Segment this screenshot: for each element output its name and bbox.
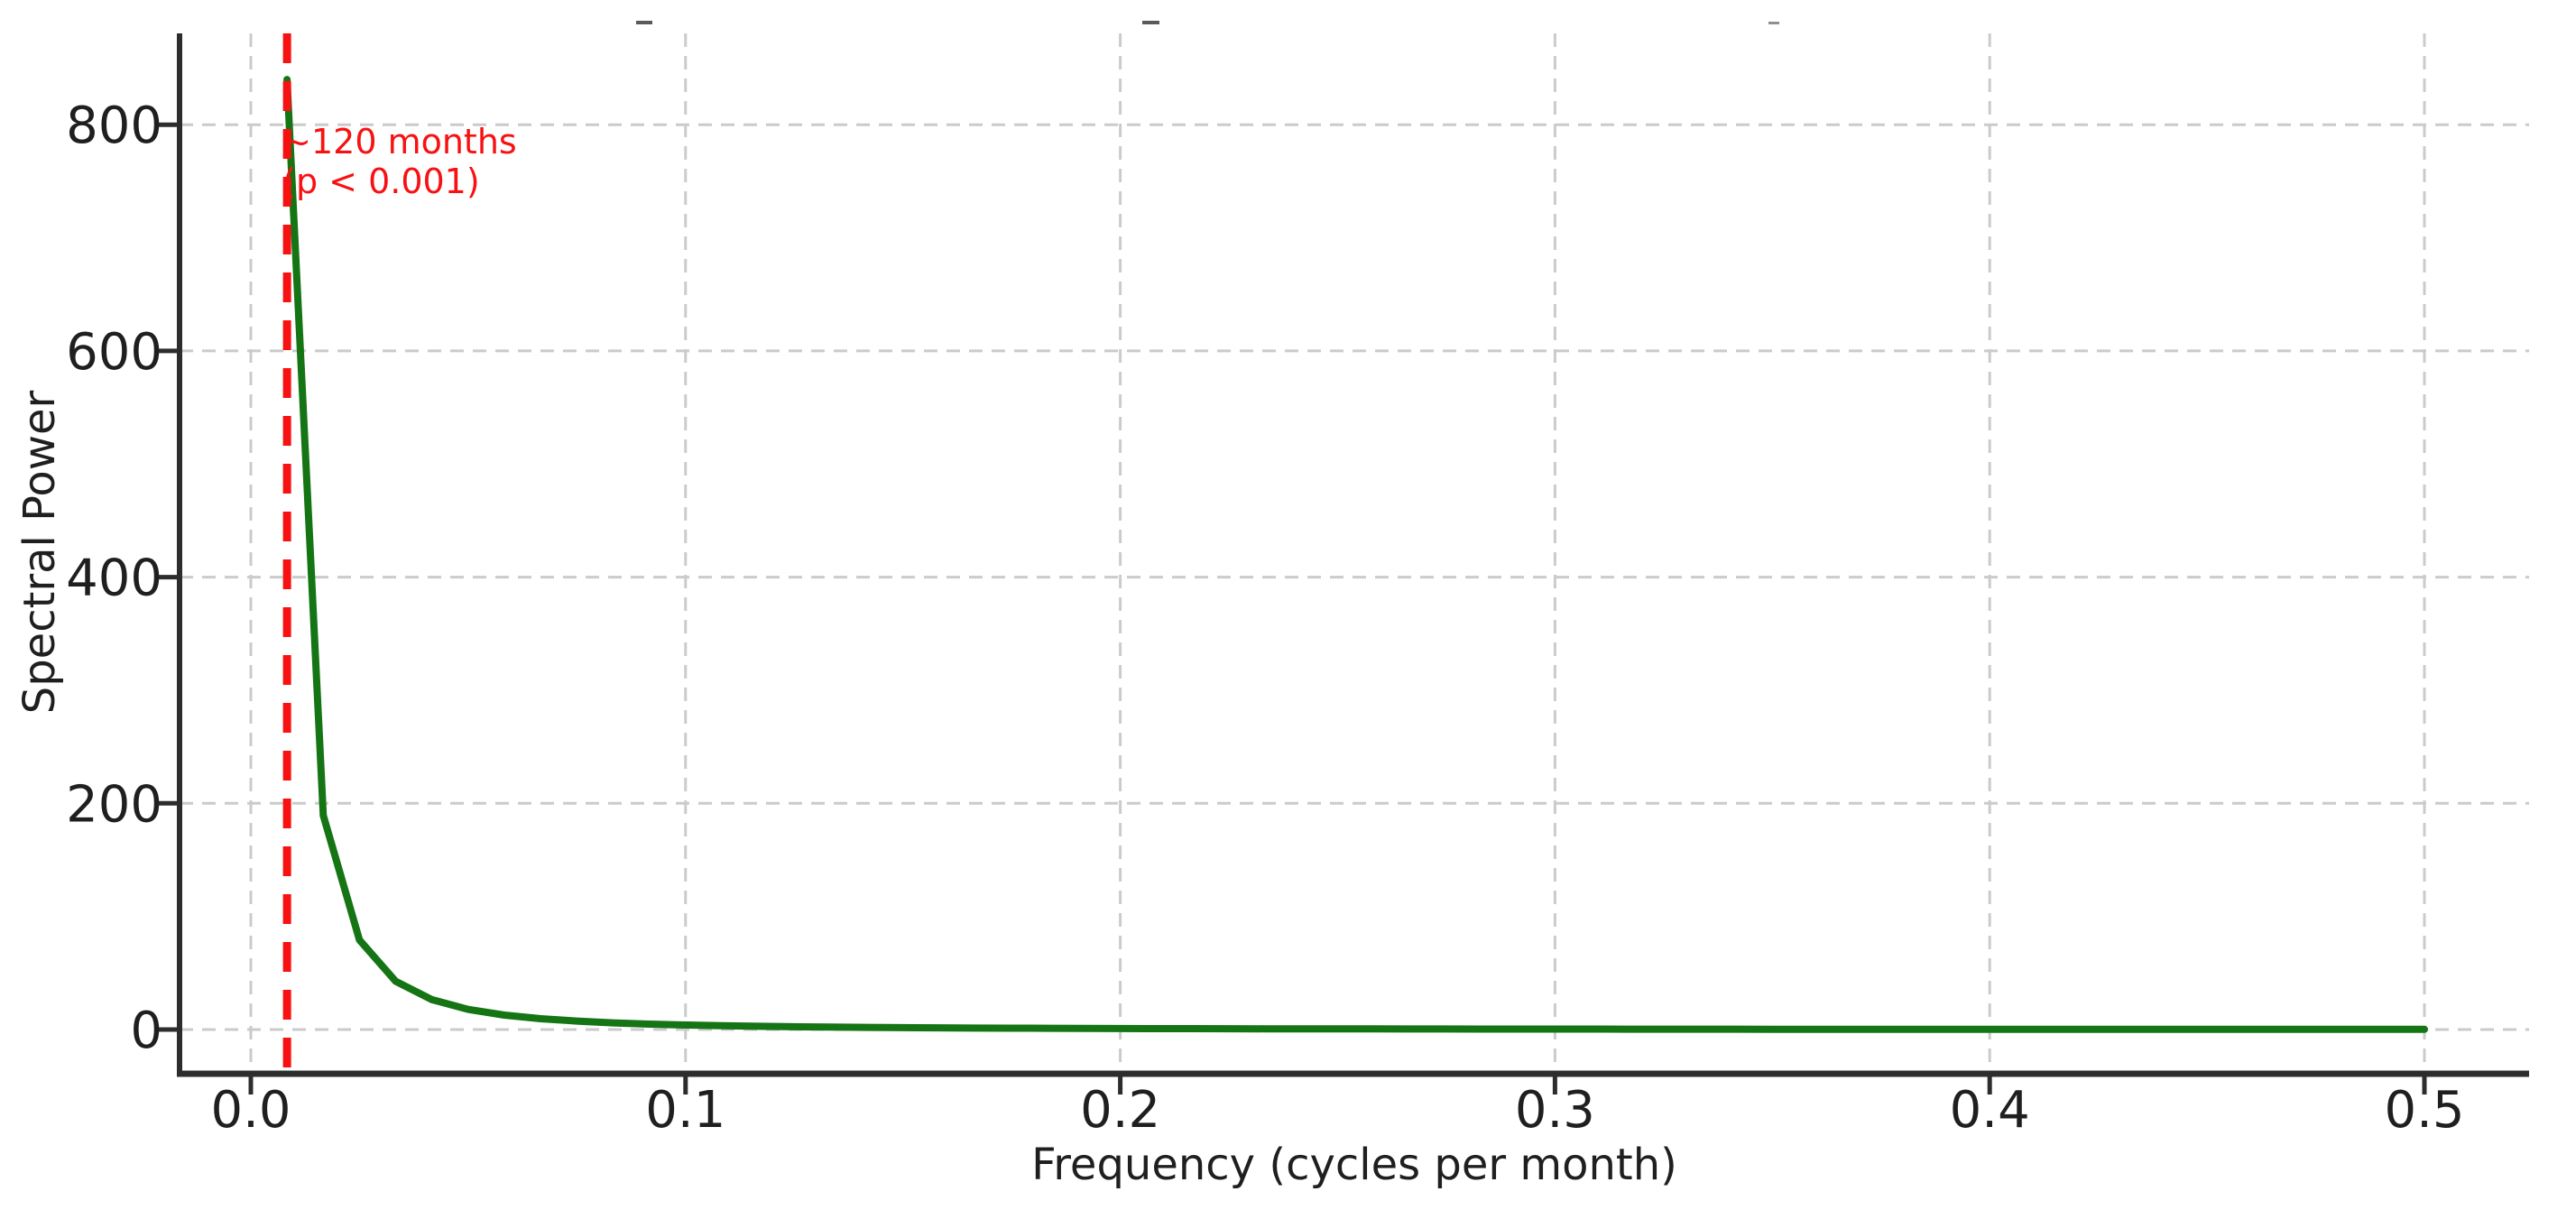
tick-marks [155, 122, 2427, 1095]
x-tick-label: 0.0 [210, 1081, 291, 1140]
cropped-text-artifact [1768, 22, 1779, 24]
y-tick-label: 800 [66, 97, 162, 155]
spectral-power-line [283, 76, 2428, 1033]
x-axis-label: Frequency (cycles per month) [1031, 1140, 1677, 1190]
peak-annotation: ~120 months (p < 0.001) [282, 122, 517, 201]
y-tick-label: 0 [130, 1002, 162, 1060]
cropped-text-artifact [636, 21, 652, 24]
annotation-line-2: (p < 0.001) [282, 162, 480, 201]
x-tick-label: 0.1 [645, 1081, 725, 1140]
y-axis-label: Spectral Power [14, 390, 65, 714]
axes-spines [177, 33, 2529, 1077]
tick-labels: 0.0 0.1 0.2 0.3 0.4 0.5 0 200 400 600 800 [66, 97, 2464, 1140]
cropped-text-artifacts [636, 21, 1779, 24]
cropped-text-artifact [1142, 21, 1159, 24]
gridlines [180, 33, 2529, 1074]
x-tick-label: 0.2 [1080, 1081, 1160, 1140]
annotation-line-1: ~120 months [282, 122, 517, 162]
y-tick-label: 600 [66, 323, 162, 382]
y-tick-label: 200 [66, 775, 162, 834]
x-tick-label: 0.4 [1950, 1081, 2030, 1140]
x-tick-label: 0.5 [2384, 1081, 2464, 1140]
x-tick-label: 0.3 [1515, 1081, 1595, 1140]
y-tick-label: 400 [66, 550, 162, 608]
